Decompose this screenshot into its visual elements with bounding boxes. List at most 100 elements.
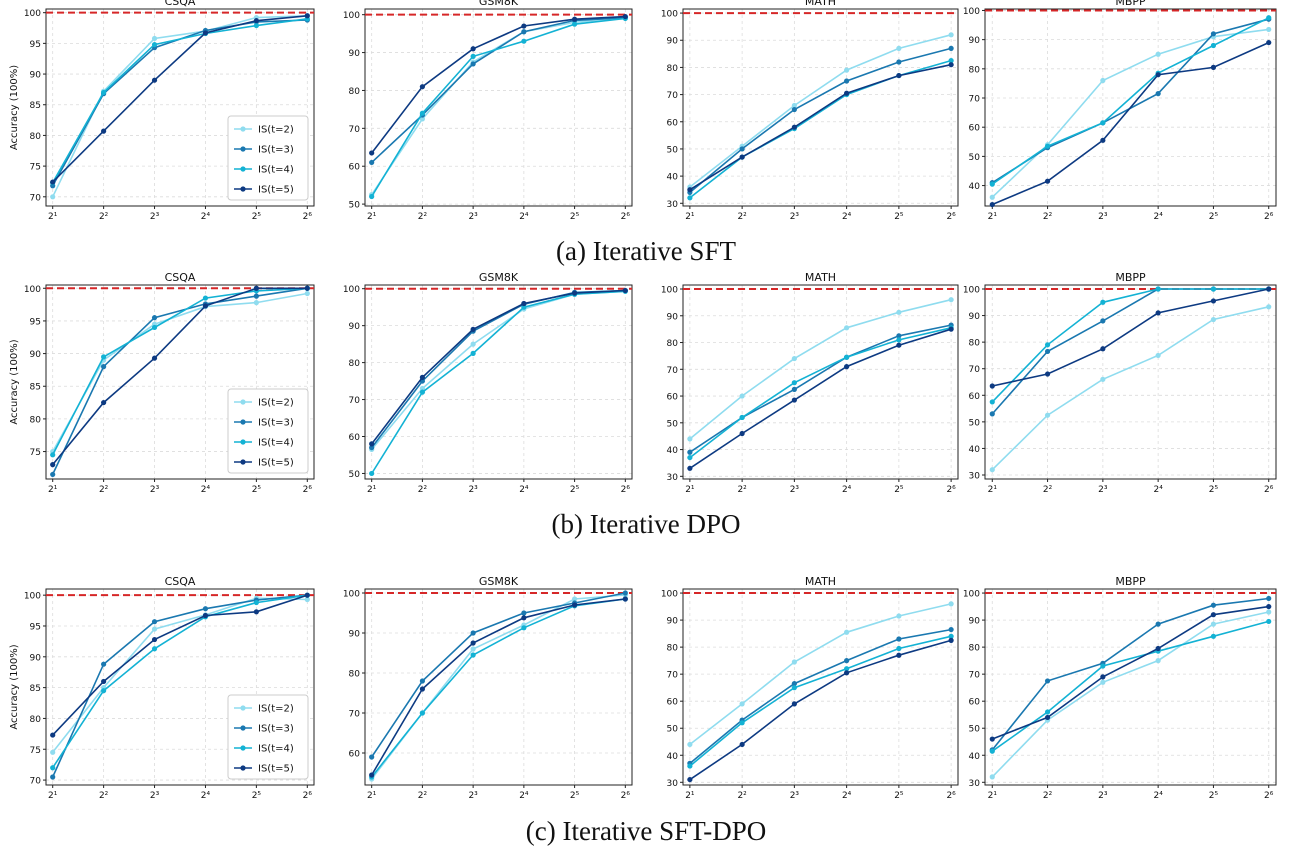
series-line-t3 — [991, 597, 1269, 751]
data-point-t3 — [253, 293, 259, 299]
x-tick-label: 2³ — [1098, 485, 1108, 495]
x-tick-label: 2⁵ — [252, 791, 262, 801]
subplot-math-row2: MATH 30 40 50 60 70 80 90 100 2¹ 2² 2³ 2⁴ 2⁵ 2⁶ — [661, 575, 959, 801]
data-point-t4 — [369, 193, 375, 200]
data-point-t4 — [202, 295, 209, 301]
y-tick-label: 75 — [30, 746, 41, 756]
x-tick-label: 2² — [1043, 791, 1053, 801]
data-point-t4 — [1100, 299, 1106, 305]
data-point-t5 — [896, 652, 902, 658]
data-point-t2 — [1155, 352, 1161, 359]
data-point-t2 — [1100, 376, 1106, 382]
data-point-t4 — [1044, 709, 1051, 715]
subplot-math-row1: MATH 30 40 50 60 70 80 90 100 2¹ 2² 2³ 2⁴ 2⁵ 2⁶ — [661, 271, 959, 495]
plot-grid: CSQA 70 75 80 85 90 95 100 2¹ 2² 2³ 2⁴ 2⁵ 2⁶ Accuracy … — [9, 0, 1277, 801]
data-point-t3 — [419, 678, 426, 684]
data-point-t2 — [791, 102, 797, 109]
legend: IS(t=2) IS(t=3) IS(t=4) IS(t=5) — [227, 115, 309, 201]
x-tick-label: 2⁵ — [1209, 485, 1219, 495]
y-tick-label: 70 — [349, 396, 361, 406]
data-point-t5 — [151, 77, 158, 83]
data-point-t2 — [687, 436, 693, 442]
y-tick-label: 40 — [667, 446, 679, 456]
y-tick-label: 80 — [969, 339, 981, 349]
y-tick-label: 40 — [969, 445, 981, 455]
subplot-title: MATH — [805, 575, 836, 588]
y-tick-label: 70 — [30, 193, 42, 203]
x-tick-label: 2⁴ — [201, 485, 211, 495]
data-point-t2 — [50, 749, 56, 755]
data-point-t3 — [687, 449, 693, 455]
series-line-t4 — [991, 17, 1270, 185]
x-tick-label: 2² — [99, 485, 109, 495]
data-point-t4 — [419, 389, 426, 395]
y-tick-label: 70 — [667, 91, 679, 101]
series-line-t2 — [689, 34, 952, 188]
x-tick-label: 2³ — [150, 485, 160, 495]
data-point-t4 — [1266, 15, 1272, 21]
data-point-t4 — [989, 399, 995, 405]
x-tick-label: 2⁴ — [1153, 212, 1163, 222]
data-point-t5 — [253, 285, 259, 291]
subplot-csqa-row2: CSQA 70 75 80 85 90 95 100 2¹ 2² 2³ 2⁴ 2⁵ 2⁶ Accuracy … — [9, 575, 315, 801]
y-tick-label: 40 — [667, 752, 679, 762]
data-point-t3 — [791, 106, 797, 113]
y-tick-label: 90 — [30, 350, 42, 360]
y-tick-label: 95 — [30, 40, 41, 50]
data-point-t5 — [1210, 64, 1217, 70]
data-point-t5 — [844, 364, 850, 370]
subplot-title: GSM8K — [479, 271, 519, 284]
legend: IS(t=2) IS(t=3) IS(t=4) IS(t=5) — [227, 388, 309, 474]
data-point-t5 — [253, 18, 259, 24]
series-line-t5 — [992, 605, 1269, 740]
series-line-t4 — [52, 594, 308, 769]
data-point-t5 — [1100, 674, 1106, 680]
data-point-t5 — [369, 772, 375, 778]
data-point-t5 — [151, 636, 158, 643]
data-point-t5 — [304, 592, 310, 598]
series-line-t5 — [52, 594, 308, 736]
data-point-t2 — [791, 355, 797, 362]
data-point-t3 — [844, 658, 850, 664]
subplot-title: GSM8K — [479, 575, 519, 588]
legend-label: IS(t=4) — [258, 744, 294, 755]
y-tick-label: 60 — [969, 392, 981, 402]
x-tick-label: 2² — [737, 485, 747, 495]
subplot-mbpp-row0: MBPP 40 50 60 70 80 90 100 2¹ 2² 2³ 2⁴ 2⁵ 2⁶ — [963, 0, 1277, 222]
x-tick-label: 2¹ — [685, 791, 695, 801]
data-point-t4 — [687, 195, 693, 201]
y-tick-label: 80 — [969, 644, 981, 654]
x-tick-label: 2⁵ — [252, 212, 262, 222]
data-point-t3 — [101, 661, 107, 667]
data-point-t2 — [1266, 609, 1272, 615]
legend-swatch-marker — [240, 439, 246, 445]
data-point-t3 — [1210, 602, 1217, 608]
data-point-t4 — [521, 304, 527, 310]
data-point-t5 — [622, 13, 628, 20]
subplot-title: CSQA — [165, 575, 196, 588]
data-point-t2 — [304, 290, 310, 297]
y-tick-label: 100 — [963, 7, 980, 17]
data-point-t4 — [151, 41, 158, 48]
data-point-t4 — [1155, 286, 1161, 292]
y-tick-label: 85 — [30, 383, 41, 393]
data-point-t5 — [739, 154, 745, 160]
data-point-t2 — [470, 646, 476, 652]
y-tick-label: 90 — [30, 653, 42, 663]
series-line-t2 — [371, 16, 626, 196]
series-line-t3 — [51, 287, 308, 475]
data-point-t2 — [896, 45, 902, 52]
series-line-t5 — [991, 41, 1270, 206]
data-point-t4 — [571, 21, 578, 27]
data-point-t4 — [1266, 618, 1272, 625]
legend-swatch-marker — [240, 166, 246, 172]
y-tick-label: 95 — [30, 622, 41, 632]
legend-box — [227, 115, 309, 201]
x-tick-label: 2¹ — [988, 791, 998, 801]
y-tick-label: 60 — [349, 433, 361, 443]
data-point-t4 — [101, 688, 107, 694]
data-point-t5 — [844, 90, 850, 96]
data-point-t4 — [369, 470, 375, 477]
y-tick-label: 70 — [667, 671, 679, 681]
legend-swatch-marker — [240, 186, 246, 192]
